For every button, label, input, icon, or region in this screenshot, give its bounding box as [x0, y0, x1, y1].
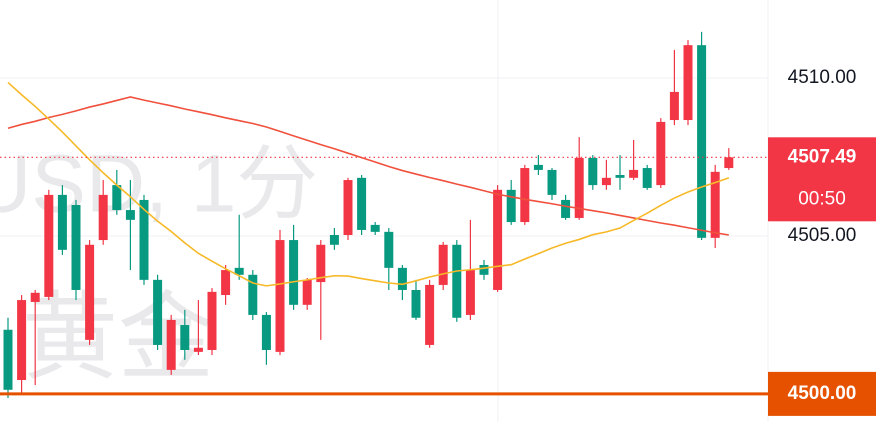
candle-body	[656, 121, 666, 186]
candle-body	[520, 168, 530, 223]
candle-body	[316, 244, 326, 283]
candle-body	[343, 180, 353, 236]
candle-body	[601, 177, 611, 186]
candle-body	[44, 194, 54, 297]
last-price-label: 4507.49	[788, 146, 857, 167]
price-line-label-box	[768, 371, 876, 416]
candle-body	[710, 171, 720, 238]
candle-body	[71, 204, 81, 290]
grid	[0, 77, 768, 237]
candle-body	[493, 189, 503, 290]
candle-body	[697, 45, 707, 238]
candle-body	[642, 168, 652, 188]
countdown-label: 00:50	[798, 188, 846, 209]
candle-body	[724, 157, 734, 169]
candle-body	[85, 244, 95, 340]
candle-body	[370, 224, 380, 232]
candle-body	[329, 235, 339, 245]
candle-body	[547, 169, 557, 195]
y-tick-label: 4505.00	[788, 225, 857, 246]
candle-body	[112, 185, 122, 211]
candle-body	[397, 267, 407, 290]
candle-body	[275, 240, 285, 352]
candle-body	[153, 279, 163, 345]
candle-body	[574, 157, 584, 218]
candle-body	[57, 194, 67, 250]
candle-body	[193, 347, 203, 352]
price-axis: 4505.00 4510.00 4500.00 4507.49 00:50	[768, 67, 876, 416]
candle-body	[98, 194, 108, 241]
candle-body	[139, 199, 149, 280]
candle-body	[669, 91, 679, 121]
price-line-label: 4500.00	[788, 383, 857, 404]
candle-body	[302, 279, 312, 305]
candle-body	[533, 164, 543, 170]
candle-body	[411, 289, 421, 318]
candle-body	[683, 45, 693, 121]
candle-body	[166, 319, 176, 370]
candle-body	[357, 177, 367, 230]
candle-body	[221, 270, 231, 296]
candle-body	[452, 244, 462, 318]
moving-average-line	[7, 81, 730, 287]
candle-body	[588, 157, 598, 186]
candle-body	[615, 174, 625, 178]
candle-body	[248, 274, 258, 315]
candle-body	[180, 325, 190, 350]
moving-average-line	[7, 96, 729, 236]
candle-body	[234, 267, 244, 275]
candle-body	[465, 270, 475, 315]
candle-body	[30, 292, 40, 302]
candle-body	[289, 240, 299, 305]
y-tick-label: 4510.00	[788, 67, 857, 88]
candle-body	[17, 300, 27, 380]
candle-body	[506, 189, 516, 223]
candle-body	[438, 244, 448, 285]
candle-body	[629, 169, 639, 178]
last-price-box	[768, 137, 876, 222]
candle-body	[3, 329, 13, 390]
candle-body	[479, 265, 489, 275]
candle-body	[261, 314, 271, 350]
candle-body	[207, 291, 217, 350]
candle-body	[425, 284, 435, 345]
plot	[0, 31, 768, 398]
candle-body	[561, 199, 571, 218]
candle-body	[125, 210, 135, 220]
candle-body	[384, 231, 394, 268]
